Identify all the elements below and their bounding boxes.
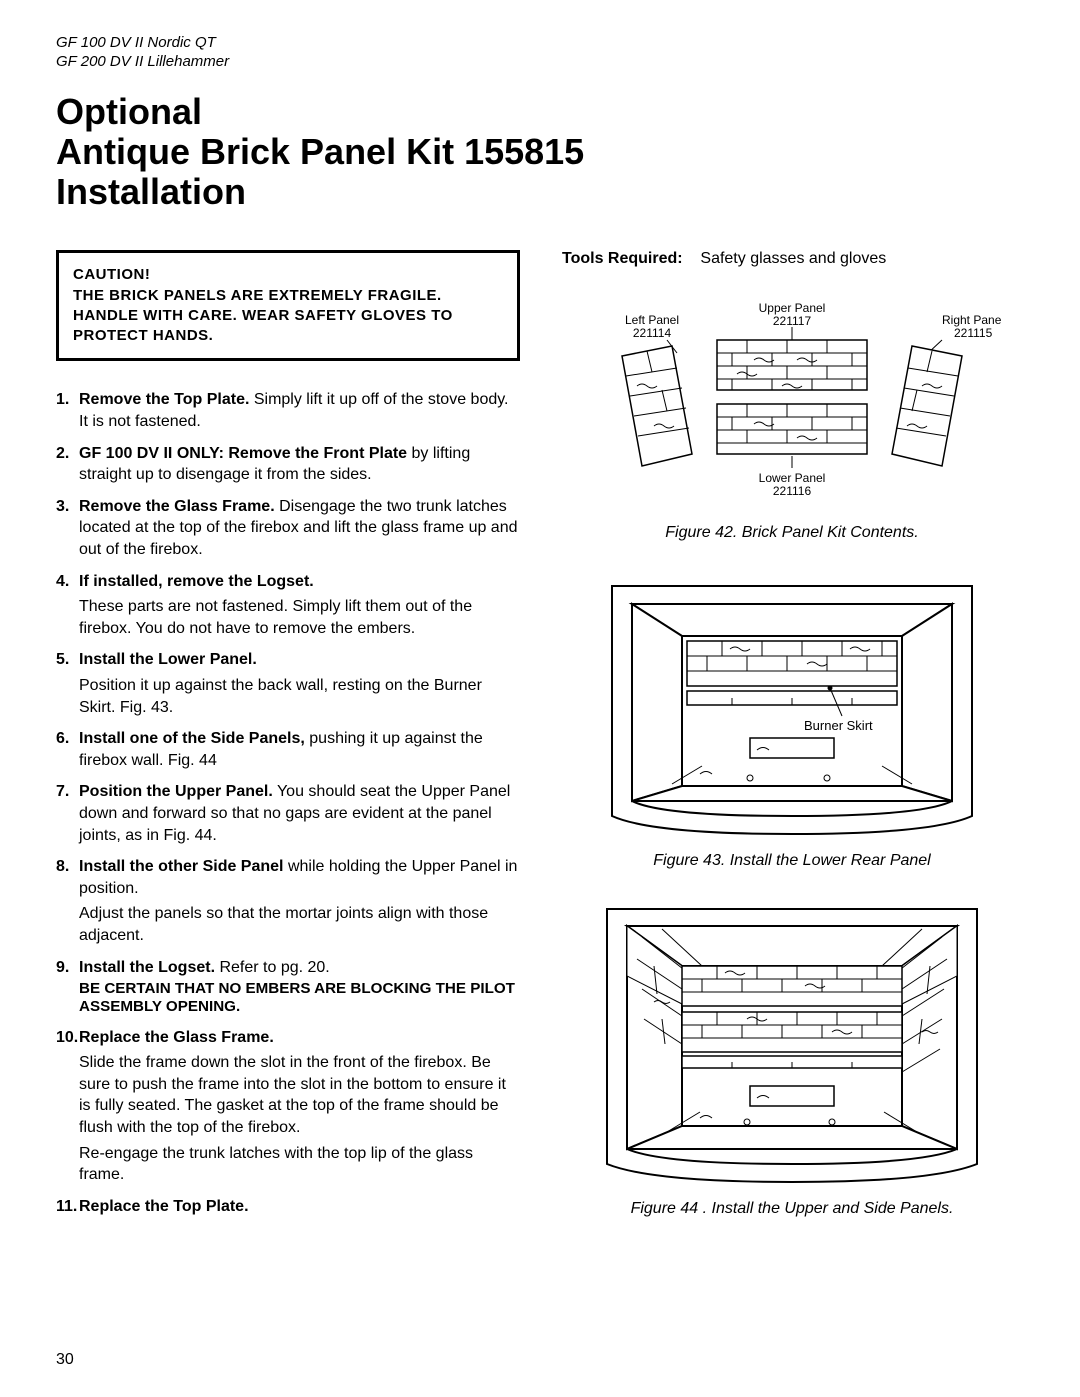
step-10: Replace the Glass Frame. Slide the frame… <box>56 1027 520 1186</box>
figure-44-caption: Figure 44 . Install the Upper and Side P… <box>560 1200 1024 1218</box>
install-lower-panel-icon: Burner Skirt <box>582 566 1002 846</box>
svg-text:Burner Skirt: Burner Skirt <box>804 718 873 733</box>
step-6-bold: Install one of the Side Panels, <box>79 730 305 747</box>
step-9-rest: Refer to pg. 20. <box>215 959 330 976</box>
step-8: Install the other Side Panel while holdi… <box>56 856 520 946</box>
figure-42-caption: Figure 42. Brick Panel Kit Contents. <box>560 524 1024 542</box>
figure-43: Burner Skirt Figure 43. Install the Lowe… <box>560 566 1024 870</box>
step-3-bold: Remove the Glass Frame. <box>79 498 275 515</box>
step-2: GF 100 DV II ONLY: Remove the Front Plat… <box>56 443 520 486</box>
step-5: Install the Lower Panel. Position it up … <box>56 649 520 718</box>
svg-text:221117: 221117 <box>773 314 812 328</box>
header-models: GF 100 DV II Nordic QT GF 200 DV II Lill… <box>56 34 1024 72</box>
model-1: GF 100 DV II Nordic QT <box>56 34 1024 53</box>
step-3: Remove the Glass Frame. Disengage the tw… <box>56 496 520 561</box>
caution-body: THE BRICK PANELS ARE EXTREMELY FRAGILE. … <box>73 286 503 347</box>
svg-text:Left Panel: Left Panel <box>625 313 679 327</box>
svg-text:221116: 221116 <box>773 484 812 498</box>
caution-label: CAUTION! <box>73 265 503 285</box>
figure-44: Figure 44 . Install the Upper and Side P… <box>560 894 1024 1218</box>
svg-text:Upper Panel: Upper Panel <box>759 301 826 315</box>
step-2-bold: GF 100 DV II ONLY: Remove the Front Plat… <box>79 445 407 462</box>
step-9: Install the Logset. Refer to pg. 20. BE … <box>56 957 520 1017</box>
step-4: If installed, remove the Logset. These p… <box>56 571 520 640</box>
step-1: Remove the Top Plate. Simply lift it up … <box>56 389 520 432</box>
svg-text:221114: 221114 <box>633 326 672 340</box>
step-5-sub: Position it up against the back wall, re… <box>79 675 520 718</box>
page-number: 30 <box>56 1351 74 1369</box>
title-line-3: Installation <box>56 172 1024 212</box>
step-4-sub: These parts are not fastened. Simply lif… <box>79 596 520 639</box>
step-11-bold: Replace the Top Plate. <box>79 1198 249 1215</box>
step-8-sub: Adjust the panels so that the mortar joi… <box>79 903 520 946</box>
title-line-1: Optional <box>56 92 1024 132</box>
step-1-bold: Remove the Top Plate. <box>79 391 249 408</box>
step-5-bold: Install the Lower Panel. <box>79 651 257 668</box>
tools-required: Tools Required: Safety glasses and glove… <box>560 250 1024 268</box>
step-7: Position the Upper Panel. You should sea… <box>56 781 520 846</box>
step-10-bold: Replace the Glass Frame. <box>79 1029 274 1046</box>
svg-text:221115: 221115 <box>954 326 993 340</box>
svg-text:Right Panel: Right Panel <box>942 313 1002 327</box>
step-7-bold: Position the Upper Panel. <box>79 783 273 800</box>
tools-label: Tools Required: <box>562 250 683 267</box>
step-10-sub: Slide the frame down the slot in the fro… <box>79 1052 520 1138</box>
step-8-bold: Install the other Side Panel <box>79 858 284 875</box>
step-9-warn: BE CERTAIN THAT NO EMBERS ARE BLOCKING T… <box>79 980 520 1016</box>
brick-kit-contents-icon: Upper Panel 221117 Left Panel 221114 Rig… <box>582 298 1002 518</box>
step-6: Install one of the Side Panels, pushing … <box>56 728 520 771</box>
steps-list: Remove the Top Plate. Simply lift it up … <box>56 389 520 1217</box>
figure-43-caption: Figure 43. Install the Lower Rear Panel <box>560 852 1024 870</box>
install-upper-side-panels-icon <box>582 894 1002 1194</box>
model-2: GF 200 DV II Lillehammer <box>56 53 1024 72</box>
figure-42: Upper Panel 221117 Left Panel 221114 Rig… <box>560 298 1024 542</box>
page-title: Optional Antique Brick Panel Kit 155815 … <box>56 92 1024 213</box>
caution-box: CAUTION! THE BRICK PANELS ARE EXTREMELY … <box>56 250 520 361</box>
step-11: Replace the Top Plate. <box>56 1196 520 1218</box>
tools-value: Safety glasses and gloves <box>700 250 886 267</box>
title-line-2: Antique Brick Panel Kit 155815 <box>56 132 1024 172</box>
svg-text:Lower Panel: Lower Panel <box>759 471 826 485</box>
step-4-bold: If installed, remove the Logset. <box>79 573 314 590</box>
step-9-bold: Install the Logset. <box>79 959 215 976</box>
step-10-sub2: Re-engage the trunk latches with the top… <box>79 1143 520 1186</box>
